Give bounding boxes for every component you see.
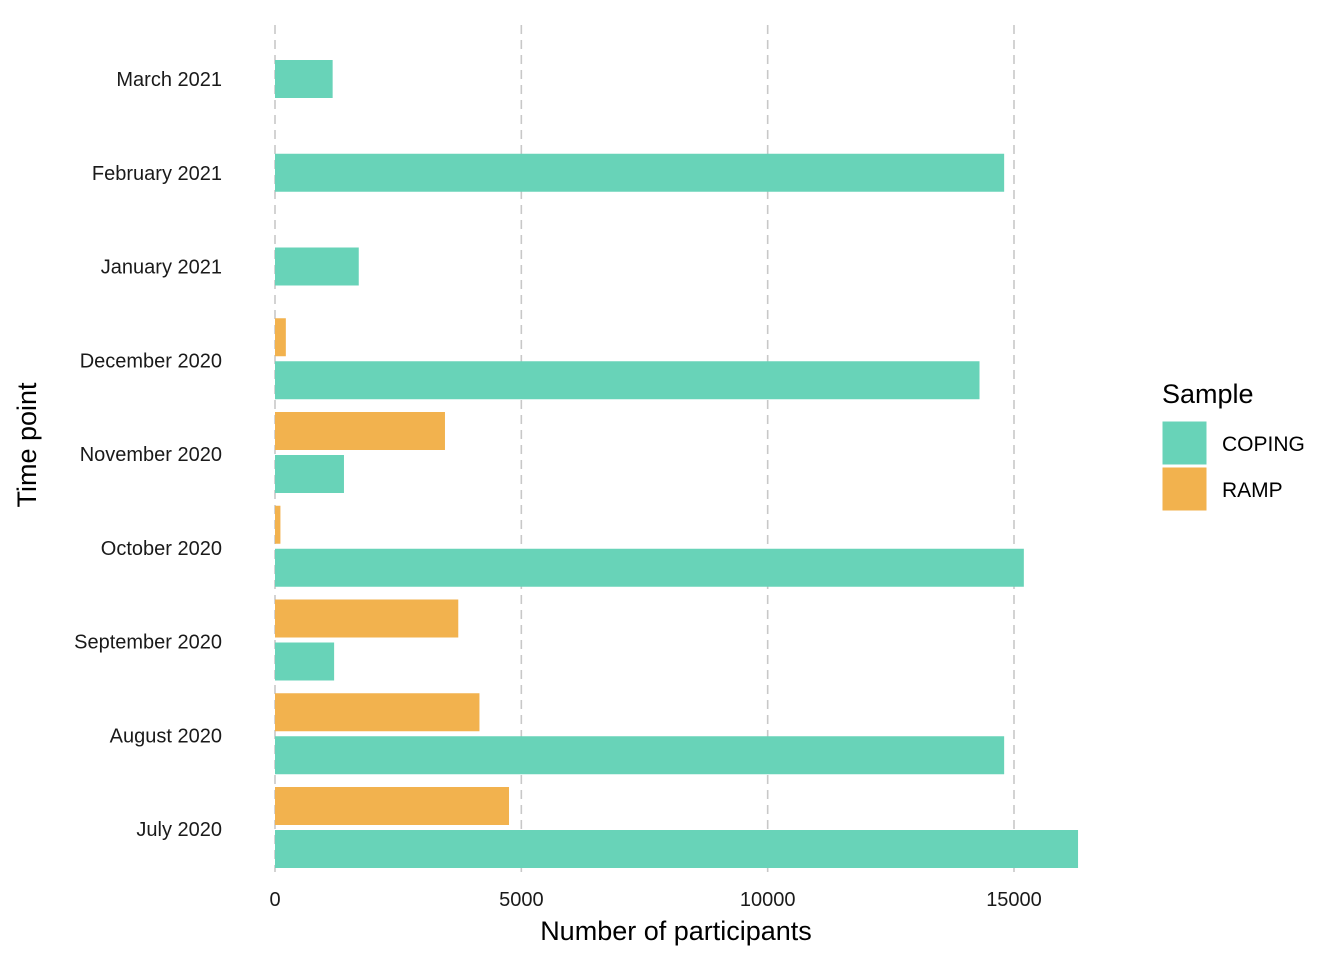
y-tick-july-2020: July 2020: [136, 819, 222, 841]
bar-coping-november-2020: [275, 455, 344, 493]
bar-coping-october-2020: [275, 548, 1024, 587]
x-tick-10000: 10000: [740, 889, 796, 911]
legend-title: Sample: [1162, 379, 1254, 409]
bar-ramp-december-2020: [275, 318, 286, 357]
y-tick-august-2020: August 2020: [110, 725, 222, 747]
legend-label-ramp: RAMP: [1222, 479, 1283, 502]
bar-ramp-august-2020: [275, 693, 480, 732]
bar-coping-august-2020: [275, 736, 1005, 775]
y-tick-january-2021: January 2021: [101, 257, 222, 279]
x-tick-0: 0: [269, 889, 280, 911]
legend-label-coping: COPING: [1222, 433, 1305, 456]
y-tick-labels: July 2020 August 2020 September 2020 Octobe…: [74, 69, 222, 841]
y-tick-december-2020: December 2020: [80, 350, 222, 372]
bar-ramp-october-2020: [275, 505, 281, 544]
x-tick-15000: 15000: [986, 889, 1042, 911]
x-tick-5000: 5000: [499, 889, 544, 911]
bar-coping-september-2020: [275, 642, 335, 681]
legend-swatch-ramp: [1161, 466, 1208, 512]
bar-coping-february-2021: [275, 153, 1005, 192]
bar-ramp-july-2020: [275, 787, 510, 825]
x-axis-title: Number of participants: [540, 916, 812, 946]
y-axis-title: Time point: [12, 382, 42, 508]
y-tick-november-2020: November 2020: [80, 444, 222, 466]
legend: Sample COPING RAMP: [1161, 379, 1305, 512]
bar-ramp-september-2020: [275, 599, 459, 638]
y-tick-february-2021: February 2021: [92, 163, 222, 185]
bar-coping-january-2021: [275, 247, 359, 286]
y-tick-october-2020: October 2020: [101, 538, 222, 560]
x-tick-labels: 0 5000 10000 15000: [269, 889, 1041, 911]
y-tick-march-2021: March 2021: [116, 69, 222, 91]
bar-ramp-november-2020: [275, 412, 445, 450]
y-tick-september-2020: September 2020: [74, 632, 222, 654]
bar-coping-july-2020: [275, 830, 1079, 868]
bar-coping-march-2021: [275, 60, 333, 98]
bars: [275, 60, 1079, 868]
bar-coping-december-2020: [275, 361, 980, 400]
legend-swatch-coping: [1161, 420, 1208, 466]
